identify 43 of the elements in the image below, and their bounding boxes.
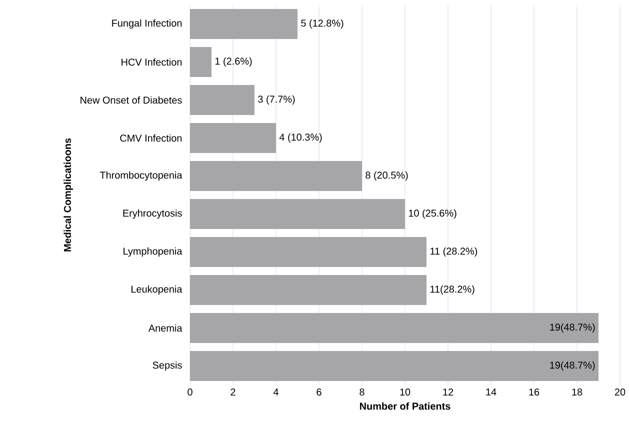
y-tick-label: Leukopenia	[132, 285, 182, 295]
x-tick-label: 10	[400, 388, 410, 396]
bar	[190, 161, 362, 192]
data-label: 8 (20.5%)	[366, 171, 408, 181]
x-tick-label: 4	[273, 388, 278, 396]
x-tick-label: 2	[230, 388, 236, 396]
bar	[190, 237, 427, 268]
y-tick-label: Sepsis	[152, 361, 182, 371]
bar	[190, 47, 212, 77]
y-tick-label: Thrombocytopenia	[100, 171, 182, 181]
bar	[190, 85, 254, 116]
bar	[190, 313, 599, 344]
x-tick-label: 16	[529, 388, 540, 396]
data-label: 3 (7.7%)	[258, 95, 295, 105]
data-label: 11 (28.2%)	[430, 247, 478, 257]
x-tick-label: 18	[572, 388, 582, 396]
x-tick-label: 8	[360, 388, 364, 396]
y-tick-label: New Onset of Diabetes	[80, 96, 182, 104]
y-tick-label: Lymphopenia	[124, 247, 182, 257]
y-tick-label: HCV Infection	[122, 58, 182, 66]
data-label: 19(48.7%)	[550, 323, 595, 333]
x-tick-label: 14	[486, 388, 496, 396]
y-tick-label: CMV Infection	[120, 134, 182, 142]
y-axis-title: Medical Complicatioons	[64, 138, 73, 252]
x-axis-title: Number of Patients	[360, 402, 450, 410]
bar	[190, 199, 406, 230]
data-label: 5 (12.8%)	[301, 19, 344, 29]
x-tick-label: 0	[188, 388, 192, 396]
bar	[190, 9, 298, 39]
y-tick-label: Fungal Infection	[112, 19, 182, 29]
data-label: 10 (25.6%)	[408, 209, 456, 219]
x-tick-label: 20	[614, 388, 626, 396]
bar	[190, 351, 599, 382]
x-tick-label: 6	[316, 388, 322, 396]
x-tick-label: 12	[443, 388, 454, 396]
bar	[190, 123, 276, 154]
data-label: 1 (2.6%)	[215, 57, 252, 67]
data-label: 4 (10.3%)	[279, 133, 322, 143]
data-label: 11(28.2%)	[430, 285, 474, 295]
y-tick-label: Anemia	[148, 324, 182, 332]
y-tick-label: Eryhrocytosis	[123, 209, 182, 219]
data-label: 19(48.7%)	[550, 361, 595, 371]
bar	[190, 275, 427, 306]
